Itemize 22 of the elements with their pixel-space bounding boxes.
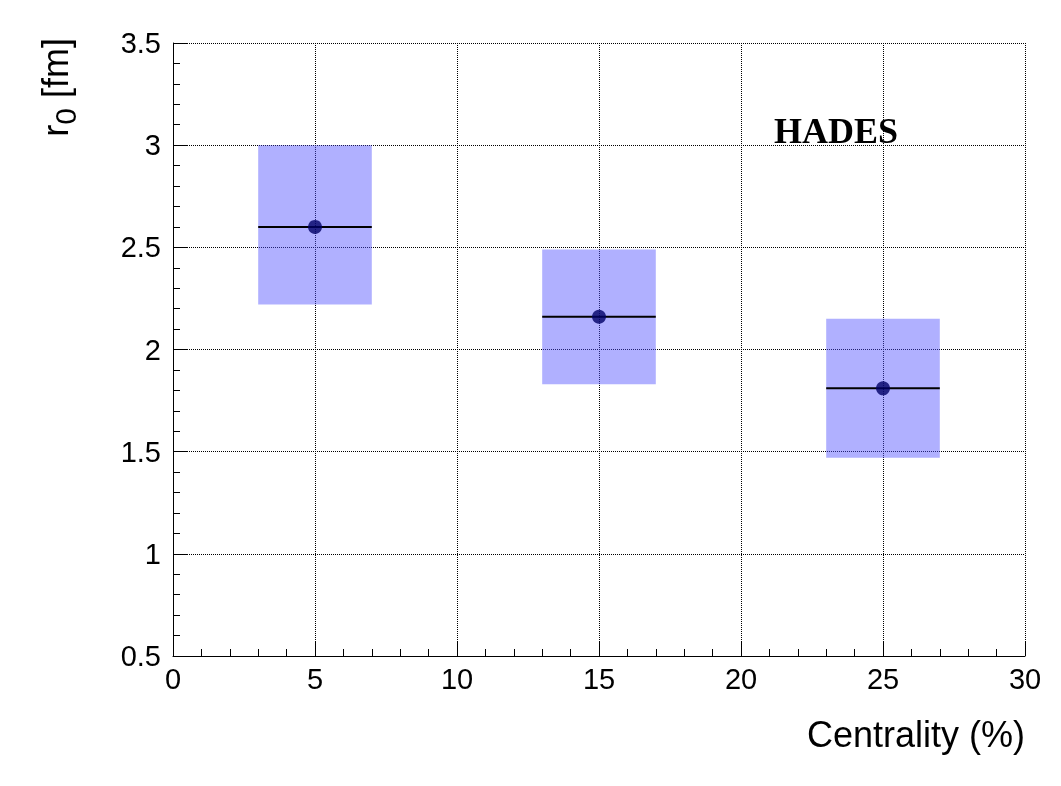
y-tick-label: 0.5 (120, 640, 161, 672)
annotation: HADES (773, 111, 898, 151)
x-tick-label: 5 (306, 662, 324, 695)
y-tick-label: 1 (144, 537, 161, 570)
y-tick-label: 2 (144, 333, 161, 366)
point (876, 381, 890, 396)
x-axis-title: Centrality (%) (806, 713, 1025, 755)
x-tick-label: 15 (582, 662, 616, 695)
x-tick-label: 20 (724, 662, 758, 695)
bar (542, 249, 656, 385)
x-tick-label: 0 (164, 662, 182, 695)
y-tick-label: 1.5 (120, 435, 161, 468)
point (592, 309, 606, 324)
x-tick-label: 30 (1008, 662, 1042, 695)
x-tick-label: 10 (440, 662, 474, 695)
y-tick-label: 3.5 (120, 27, 161, 59)
bar (258, 145, 372, 305)
y-tick-label: 2.5 (120, 231, 161, 264)
point (308, 219, 322, 234)
y-tick-label: 3 (144, 129, 161, 162)
x-tick-label: 25 (866, 662, 900, 695)
bar (826, 318, 940, 458)
